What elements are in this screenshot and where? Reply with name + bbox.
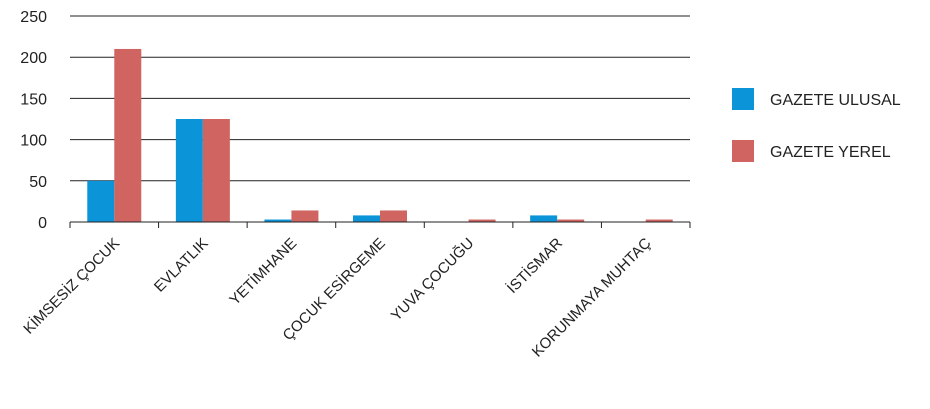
y-tick-label: 100 bbox=[20, 133, 47, 150]
y-tick-label: 200 bbox=[20, 50, 47, 67]
category-label: KİMSESİZ ÇOCUK bbox=[20, 234, 123, 337]
bar-yerel bbox=[468, 219, 496, 222]
bar-ulusal bbox=[353, 215, 380, 222]
legend-swatch bbox=[732, 140, 754, 162]
bar-yerel bbox=[202, 119, 230, 222]
y-tick-label: 250 bbox=[20, 9, 47, 26]
bar-ulusal bbox=[175, 119, 203, 222]
legend-swatch bbox=[732, 88, 754, 110]
gridlines bbox=[70, 15, 690, 182]
category-label: YUVA ÇOCUĞU bbox=[388, 235, 478, 325]
y-tick-label: 50 bbox=[29, 174, 47, 191]
category-label: EVLATLIK bbox=[151, 235, 212, 296]
legend: GAZETE ULUSAL GAZETE YEREL bbox=[732, 88, 901, 162]
bars bbox=[87, 48, 673, 223]
y-tick-label: 0 bbox=[38, 215, 47, 232]
x-axis bbox=[69, 221, 691, 228]
y-tick-label: 150 bbox=[20, 91, 47, 108]
category-label: YETİMHANE bbox=[226, 234, 301, 309]
bar-ulusal bbox=[87, 180, 115, 222]
bar-yerel bbox=[380, 210, 407, 222]
bar-yerel bbox=[557, 219, 585, 222]
bar-yerel bbox=[114, 48, 142, 223]
y-axis-ticks: 0 50 100 150 200 250 bbox=[20, 9, 47, 232]
bar-yerel bbox=[645, 219, 673, 222]
bar-yerel bbox=[291, 210, 319, 222]
bar-ulusal bbox=[530, 215, 558, 222]
bar-ulusal bbox=[264, 219, 292, 222]
legend-label: GAZETE ULUSAL bbox=[770, 92, 901, 109]
category-label: İSTİSMAR bbox=[503, 234, 566, 297]
legend-label: GAZETE YEREL bbox=[770, 144, 891, 161]
